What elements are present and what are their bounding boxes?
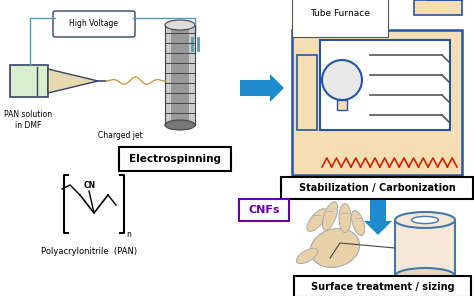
- Ellipse shape: [310, 229, 360, 268]
- Bar: [10, 65, 48, 97]
- Text: High Voltage: High Voltage: [70, 20, 118, 28]
- Ellipse shape: [307, 209, 327, 231]
- Polygon shape: [48, 69, 98, 93]
- Text: Polyacrylonitrile  (PAN): Polyacrylonitrile (PAN): [41, 247, 137, 255]
- Ellipse shape: [296, 248, 318, 264]
- FancyBboxPatch shape: [239, 199, 289, 221]
- FancyBboxPatch shape: [281, 177, 473, 199]
- Bar: [320, 40, 450, 130]
- Text: Electrospinning: Electrospinning: [129, 154, 221, 164]
- Bar: [337, 100, 347, 110]
- Ellipse shape: [411, 216, 438, 223]
- Bar: [165, 25, 195, 125]
- Ellipse shape: [395, 212, 455, 228]
- Ellipse shape: [322, 202, 337, 230]
- Ellipse shape: [165, 20, 195, 30]
- Ellipse shape: [395, 268, 455, 284]
- Bar: [189, 25, 195, 125]
- Text: Charged jet: Charged jet: [98, 131, 142, 139]
- Text: Surface treatment / sizing: Surface treatment / sizing: [310, 281, 454, 292]
- FancyBboxPatch shape: [119, 147, 231, 171]
- Circle shape: [322, 60, 362, 100]
- FancyBboxPatch shape: [294, 276, 471, 296]
- Bar: [414, 0, 462, 15]
- Text: CN: CN: [84, 181, 96, 191]
- Text: PAN solution
in DMF: PAN solution in DMF: [4, 110, 52, 130]
- Bar: [297, 55, 317, 130]
- Polygon shape: [240, 74, 284, 102]
- Ellipse shape: [165, 120, 195, 130]
- Bar: [292, 30, 462, 175]
- Bar: [395, 220, 455, 276]
- Ellipse shape: [339, 204, 351, 232]
- FancyBboxPatch shape: [53, 11, 135, 37]
- Text: n: n: [126, 230, 131, 239]
- Text: Stabilization / Carbonization: Stabilization / Carbonization: [299, 183, 456, 193]
- Ellipse shape: [351, 210, 365, 236]
- Polygon shape: [364, 200, 392, 235]
- Text: CNFs: CNFs: [248, 205, 280, 215]
- Text: Tube Furnace: Tube Furnace: [310, 9, 370, 18]
- Bar: [165, 25, 171, 125]
